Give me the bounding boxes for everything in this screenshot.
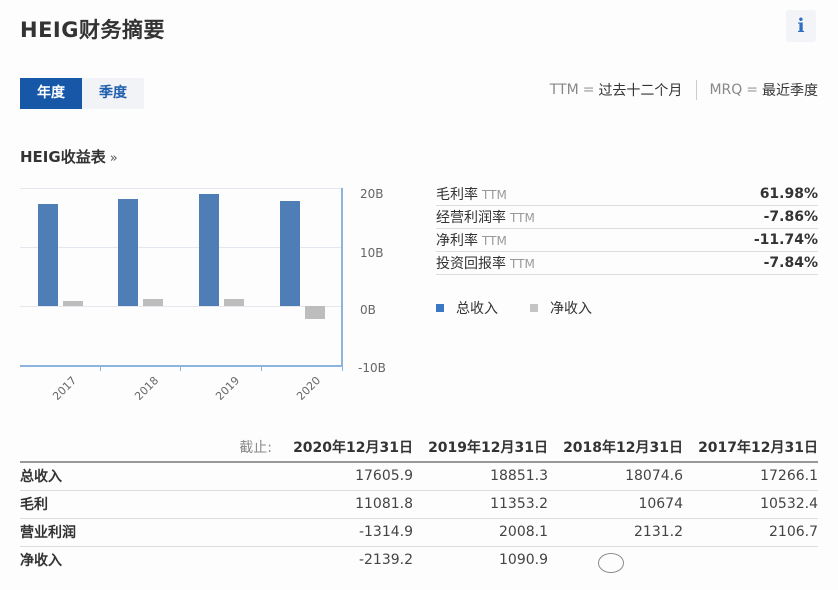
tab-quarterly[interactable]: 季度 [99, 85, 127, 101]
financial-summary-table: 截止: 2020年12月31日 2019年12月31日 2018年12月31日 … [20, 436, 818, 574]
bar-revenue-2019[interactable] [199, 194, 219, 306]
x-tick-label: 2017 [50, 374, 80, 403]
x-tick [261, 366, 262, 371]
divider [696, 80, 698, 100]
cell-value: -2139.2 [358, 552, 413, 569]
column-header: 2018年12月31日 [548, 436, 683, 463]
mrq-abbr: MRQ [709, 82, 743, 98]
ratio-suffix: TTM [510, 211, 535, 225]
bar-net-2019[interactable] [224, 299, 244, 306]
cell-value: 17605.9 [278, 462, 413, 491]
x-axis [20, 365, 343, 367]
table-row: 总收入 17605.9 18851.3 18074.6 17266.1 [20, 462, 818, 491]
ratio-suffix: TTM [482, 234, 507, 248]
income-bar-chart [20, 188, 343, 371]
ratio-name: 经营利润率 [436, 210, 506, 226]
column-header: 2019年12月31日 [413, 436, 548, 463]
watermark-overlay [598, 548, 634, 578]
ttm-abbr: TTM [549, 82, 579, 98]
ratios-list: 毛利率 TTM 61.98% 经营利润率 TTM -7.86% 净利率 TTM -11… [436, 183, 818, 275]
double-chevron-right-icon: » [109, 151, 118, 166]
watermark-logo-icon [598, 553, 624, 573]
mrq-eq: = [746, 82, 758, 98]
tab-annual[interactable]: 年度 [20, 78, 82, 109]
bar-net-2020[interactable] [305, 306, 325, 319]
ratio-row-operating-margin: 经营利润率 TTM -7.86% [436, 206, 818, 229]
bar-revenue-2020[interactable] [280, 201, 300, 306]
ttm-eq: = [582, 82, 595, 98]
column-header: 2020年12月31日 [278, 436, 413, 463]
info-icon[interactable]: i [786, 10, 816, 42]
ratio-name: 净利率 [436, 233, 478, 249]
cell-value: 1090.9 [499, 552, 548, 569]
ratio-value: -11.74% [753, 232, 818, 248]
cell-value [683, 546, 818, 574]
ratio-suffix: TTM [510, 257, 535, 271]
y-tick-label: 20B [360, 187, 384, 201]
y-axis [341, 188, 343, 366]
legend-swatch-net [530, 304, 538, 312]
row-label: 营业利润 [20, 518, 278, 547]
legend-swatch-revenue [436, 304, 444, 312]
bar-net-2017[interactable] [63, 301, 83, 306]
as-of-label: 截止: [20, 436, 278, 463]
x-tick [342, 366, 343, 371]
bar-net-2018[interactable] [143, 299, 163, 306]
table-row: 毛利 11081.8 11353.2 10674 10532.4 [20, 490, 818, 519]
cell-value: -1314.9 [278, 518, 413, 547]
ratio-value: -7.86% [763, 209, 818, 225]
ratio-row-roi: 投资回报率 TTM -7.84% [436, 252, 818, 275]
ratio-row-net-margin: 净利率 TTM -11.74% [436, 229, 818, 252]
table-row: 营业利润 -1314.9 2008.1 2131.2 2106.7 [20, 518, 818, 547]
row-label: 毛利 [20, 490, 278, 519]
cell-value: 2131.2 [548, 518, 683, 547]
y-tick-label: 0B [360, 303, 376, 317]
bar-revenue-2018[interactable] [118, 199, 138, 306]
y-tick-label: 10B [360, 246, 384, 260]
cell-value: 10674 [548, 490, 683, 519]
x-tick [180, 366, 181, 371]
cell-value: 18074.6 [548, 462, 683, 491]
ratio-name: 毛利率 [436, 187, 478, 203]
cell-value: 2106.7 [683, 518, 818, 547]
column-header: 2017年12月31日 [683, 436, 818, 463]
ttm-desc: 过去十二个月 [598, 83, 683, 99]
x-tick [100, 366, 101, 371]
legend-label-revenue: 总收入 [456, 301, 498, 317]
row-label: 总收入 [20, 462, 278, 491]
gridline-20 [20, 188, 342, 189]
mrq-desc: 最近季度 [762, 83, 818, 99]
cell-value: 17266.1 [683, 462, 818, 491]
ratio-name: 投资回报率 [436, 256, 506, 272]
income-statement-title: HEIG收益表 [20, 148, 106, 166]
ratio-value: 61.98% [759, 186, 818, 202]
chart-legend: 总收入 净收入 [436, 298, 592, 318]
legend-label-net: 净收入 [550, 301, 592, 317]
cell-value: 11081.8 [278, 490, 413, 519]
page-title: HEIG财务摘要 [20, 18, 165, 42]
x-tick-label: 2020 [294, 374, 324, 403]
ttm-mrq-legend: TTM = 过去十二个月 MRQ = 最近季度 [550, 80, 818, 100]
ratio-suffix: TTM [482, 188, 507, 202]
income-statement-link[interactable]: HEIG收益表» [20, 146, 118, 167]
x-tick-label: 2019 [213, 374, 243, 403]
x-tick-label: 2018 [132, 374, 162, 403]
row-label: 净收入 [20, 553, 62, 570]
ratio-row-gross-margin: 毛利率 TTM 61.98% [436, 183, 818, 206]
cell-value: 2008.1 [413, 518, 548, 547]
gridline-10 [20, 247, 342, 248]
y-tick-label: -10B [358, 361, 386, 375]
period-tabs: 年度 季度 [20, 78, 144, 109]
gridline-0 [20, 306, 342, 307]
ratio-value: -7.84% [763, 255, 818, 271]
table-header-row: 截止: 2020年12月31日 2019年12月31日 2018年12月31日 … [20, 436, 818, 463]
bar-revenue-2017[interactable] [38, 204, 58, 306]
cell-value: 18851.3 [413, 462, 548, 491]
cell-value: 11353.2 [413, 490, 548, 519]
table-row: 净收入 -2139.2 1090.9 [20, 546, 818, 574]
cell-value: 10532.4 [683, 490, 818, 519]
